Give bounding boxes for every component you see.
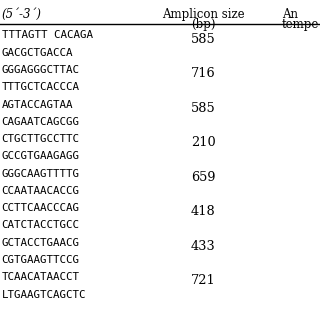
- Text: GGGAGGGCTTAC: GGGAGGGCTTAC: [2, 65, 80, 75]
- Text: (5´-3´): (5´-3´): [2, 8, 42, 21]
- Text: TTTGCTCACCCA: TTTGCTCACCCA: [2, 82, 80, 92]
- Text: 721: 721: [191, 275, 216, 287]
- Text: AGTACCAGTAA: AGTACCAGTAA: [2, 100, 73, 109]
- Text: CATCTACCTGCC: CATCTACCTGCC: [2, 220, 80, 230]
- Text: TCAACATAACCT: TCAACATAACCT: [2, 272, 80, 282]
- Text: 716: 716: [191, 67, 215, 80]
- Text: tempe: tempe: [282, 18, 319, 31]
- Text: GCTACCTGAACG: GCTACCTGAACG: [2, 238, 80, 248]
- Text: 585: 585: [191, 102, 216, 115]
- Text: 210: 210: [191, 136, 216, 149]
- Text: CTGCTTGCCTTC: CTGCTTGCCTTC: [2, 134, 80, 144]
- Text: 433: 433: [191, 240, 216, 253]
- Text: 585: 585: [191, 33, 216, 45]
- Text: 418: 418: [191, 205, 216, 218]
- Text: LTGAAGTCAGCTC: LTGAAGTCAGCTC: [2, 290, 86, 300]
- Text: CCTTCAACCCAG: CCTTCAACCCAG: [2, 203, 80, 213]
- Text: Amplicon size: Amplicon size: [162, 8, 244, 21]
- Text: CGTGAAGTTCCG: CGTGAAGTTCCG: [2, 255, 80, 265]
- Text: GGGCAAGTTTTG: GGGCAAGTTTTG: [2, 169, 80, 179]
- Text: 659: 659: [191, 171, 215, 184]
- Text: CAGAATCAGCGG: CAGAATCAGCGG: [2, 117, 80, 127]
- Text: An: An: [282, 8, 298, 21]
- Text: (bp): (bp): [191, 18, 215, 31]
- Text: TTTAGTT CACAGA: TTTAGTT CACAGA: [2, 30, 92, 40]
- Text: CCAATAACACCG: CCAATAACACCG: [2, 186, 80, 196]
- Text: GACGCTGACCA: GACGCTGACCA: [2, 48, 73, 58]
- Text: GCCGTGAAGAGG: GCCGTGAAGAGG: [2, 151, 80, 161]
